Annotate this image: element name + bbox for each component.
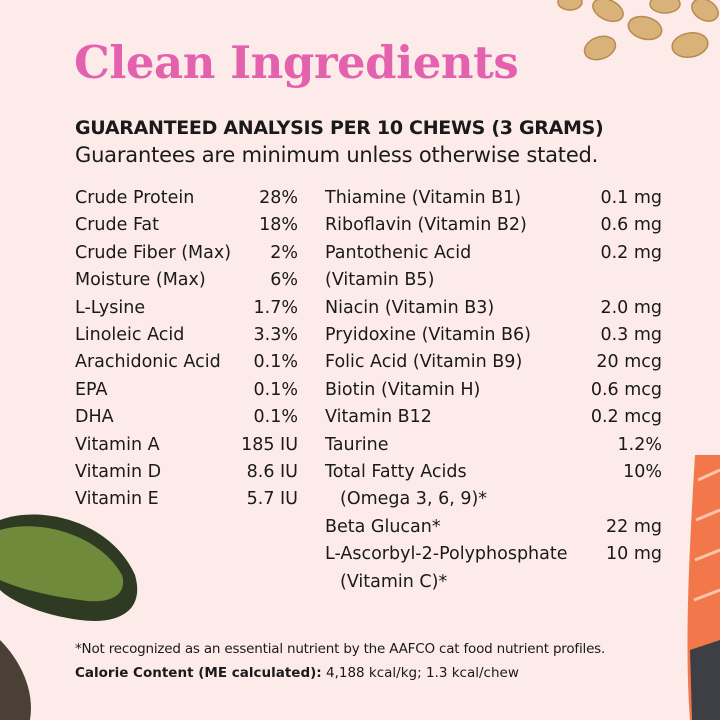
row-name: Biotin (Vitamin H) [325,379,481,400]
row-name: Pantothenic Acid [325,242,472,263]
row-name: Thiamine (Vitamin B1) [325,188,522,208]
row-value: 22 mg [606,516,662,537]
row-value: 10% [623,462,662,482]
row-name: Crude Fat [75,215,159,236]
row-value: 185 IU [241,434,298,455]
row-value: 8.6 IU [246,462,298,482]
calorie-text: 4,188 kcal/kg; 1.3 kcal/chew [325,665,519,681]
row-name: Linoleic Acid [75,325,185,345]
row-name: Niacin (Vitamin B3) [325,297,495,318]
title: Clean Ingredients [74,36,519,89]
row-value: 3.3% [253,325,298,345]
row-name: Crude Protein [75,188,195,208]
row-value: 5.7 IU [246,489,298,510]
row-value: 2% [270,242,298,263]
row-value: 10 mg [606,544,662,565]
row-name-continued: (Vitamin B5) [325,270,435,291]
row-value: 0.2 mcg [590,407,662,428]
row-name: Vitamin E [75,489,159,510]
row-name: Vitamin A [75,434,160,455]
row-name: Vitamin D [75,462,162,482]
row-value: 1.7% [253,297,298,318]
row-name: Pryidoxine (Vitamin B6) [325,325,531,345]
row-value: 28% [259,188,298,208]
row-name: Folic Acid (Vitamin B9) [325,352,523,373]
row-name: Total Fatty Acids [325,462,467,482]
row-value: 0.3 mg [600,325,662,345]
row-name-continued: (Omega 3, 6, 9)* [340,489,488,510]
calorie-label: Calorie Content (ME calculated): [75,665,322,681]
row-name: L-Lysine [75,297,146,318]
row-value: 0.2 mg [600,242,662,263]
row-name: L-Ascorbyl-2-Polyphosphate [325,544,568,565]
row-name: Moisture (Max) [75,270,206,291]
oats [557,0,719,61]
row-name: Crude Fiber (Max) [75,242,232,263]
row-value: 20 mcg [596,352,662,373]
row-value: 0.6 mg [600,215,662,236]
row-value: 0.1% [253,352,298,373]
heading: GUARANTEED ANALYSIS PER 10 CHEWS (3 GRAM… [75,117,604,139]
row-name: Beta Glucan* [325,516,441,537]
salmon [687,455,720,720]
row-value: 0.1% [253,407,298,428]
row-value: 1.2% [617,434,662,455]
row-value: 18% [259,215,298,236]
footnote: *Not recognized as an essential nutrient… [75,641,606,657]
row-value: 0.1% [253,379,298,400]
subheading: Guarantees are minimum unless otherwise … [75,143,599,167]
row-name-continued: (Vitamin C)* [340,571,448,592]
row-value: 0.1 mg [600,188,662,208]
row-value: 2.0 mg [600,297,662,318]
row-name: Arachidonic Acid [75,352,221,373]
row-value: 0.6 mcg [590,379,662,400]
row-name: DHA [75,407,114,428]
row-name: Vitamin B12 [325,407,432,428]
row-name: Taurine [325,434,389,455]
mussel [0,514,138,720]
row-name: EPA [75,379,108,400]
row-value: 6% [270,270,298,291]
calorie-content: Calorie Content (ME calculated): 4,188 k… [75,665,519,681]
row-name: Riboflavin (Vitamin B2) [325,215,527,236]
